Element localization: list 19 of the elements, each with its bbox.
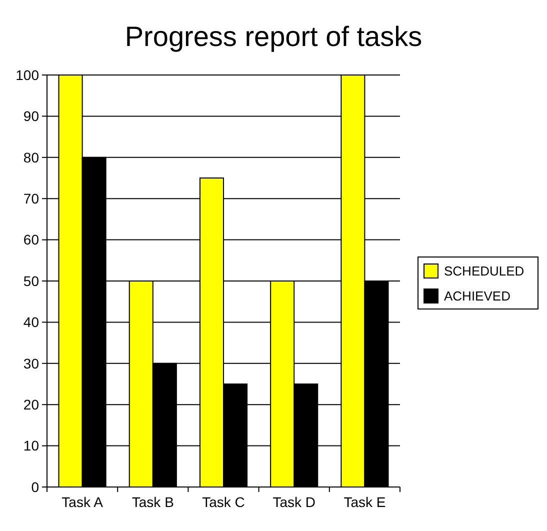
y-tick-label: 100 <box>16 66 40 83</box>
x-tick-label: Task E <box>344 494 386 510</box>
y-tick-label: 90 <box>23 108 40 124</box>
y-tick-label: 80 <box>23 149 40 166</box>
y-tick-label: 0 <box>31 478 40 495</box>
y-tick-label: 40 <box>23 314 40 330</box>
y-tick-label: 30 <box>23 355 40 372</box>
y-tick-label: 70 <box>23 190 40 206</box>
legend-label: ACHIEVED <box>444 288 510 304</box>
legend-label: SCHEDULED <box>444 264 524 279</box>
y-tick-label: 60 <box>23 232 40 248</box>
y-tick-label: 50 <box>23 272 40 289</box>
x-tick-label: Task D <box>272 494 316 510</box>
y-tick-label: 20 <box>23 396 40 412</box>
x-tick-label: Task A <box>62 494 104 510</box>
y-tick-label: 10 <box>23 438 40 454</box>
x-tick-label: Task C <box>202 494 245 510</box>
chart-title: Progress report of tasks <box>124 21 422 52</box>
x-tick-label: Task B <box>132 494 174 510</box>
